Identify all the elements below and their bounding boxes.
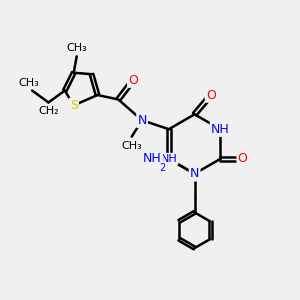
Text: O: O	[238, 152, 248, 165]
Text: 2: 2	[159, 163, 165, 173]
Text: N: N	[137, 114, 147, 127]
Text: CH₃: CH₃	[121, 141, 142, 151]
Text: CH₂: CH₂	[38, 106, 59, 116]
Text: CH₃: CH₃	[19, 78, 40, 88]
Text: NH: NH	[160, 154, 177, 164]
Text: NH: NH	[211, 123, 230, 136]
Text: S: S	[70, 99, 78, 112]
Text: N: N	[190, 167, 199, 180]
Text: NH: NH	[143, 152, 162, 165]
Text: CH₃: CH₃	[66, 44, 87, 53]
Text: O: O	[206, 88, 216, 101]
Text: O: O	[128, 74, 138, 87]
